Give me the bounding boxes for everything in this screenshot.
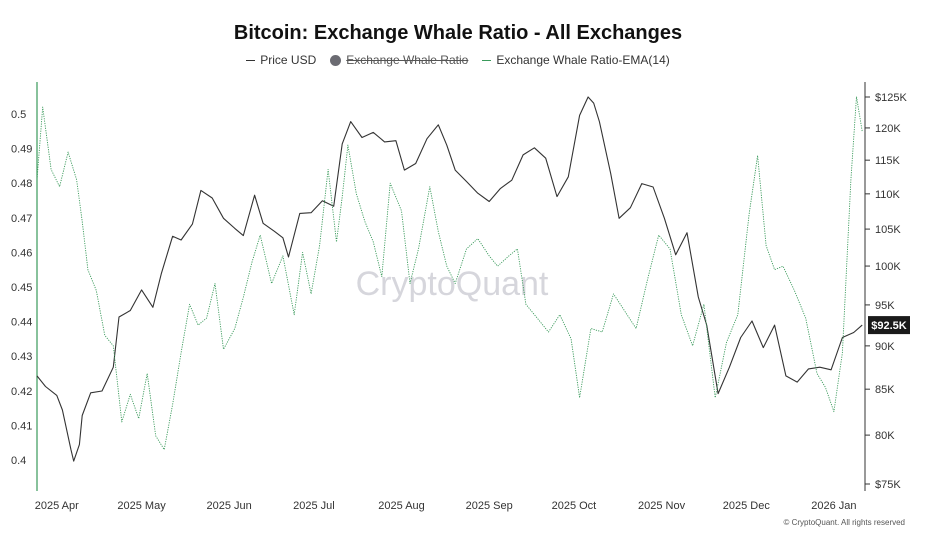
legend-dot-icon <box>330 54 342 66</box>
x-tick-label: 2025 Apr <box>35 500 79 512</box>
legend-label-price: Price USD <box>260 53 317 67</box>
y-left-tick-label: 0.4 <box>11 455 26 467</box>
y-left-tick-label: 0.5 <box>11 109 26 121</box>
legend-line-icon <box>482 59 492 61</box>
y-right-tick-label: 105K <box>875 224 901 236</box>
x-tick-label: 2026 Jan <box>811 500 856 512</box>
price-usd-line <box>36 96 863 462</box>
y-right-tick-label: 90K <box>875 341 895 353</box>
y-left-tick-label: 0.46 <box>11 247 32 259</box>
whale-ratio-ema-line <box>36 96 863 451</box>
current-price-tag: $92.5K <box>868 316 910 335</box>
y-left-tick-label: 0.42 <box>11 386 32 398</box>
y-left-tick-label: 0.43 <box>11 351 32 363</box>
y-right-tick-label: $125K <box>875 92 907 104</box>
x-tick-label: 2025 Oct <box>552 500 597 512</box>
chart-legend: Price USD Exchange Whale Ratio Exchange … <box>0 53 916 67</box>
y-right-tick-label: 115K <box>875 155 901 167</box>
y-right-tick-label: 85K <box>875 384 895 396</box>
y-right-tick-label: 95K <box>875 300 895 312</box>
y-left-tick-label: 0.41 <box>11 420 32 432</box>
y-left-tick-label: 0.48 <box>11 178 32 190</box>
legend-item-whale-ratio-ema[interactable]: Exchange Whale Ratio-EMA(14) <box>482 53 670 67</box>
current-price-label: $92.5K <box>871 320 907 332</box>
x-tick-label: 2025 Dec <box>723 500 771 512</box>
y-right-tick-label: $75K <box>875 479 901 491</box>
y-right-tick-label: 100K <box>875 261 901 273</box>
chart-title: Bitcoin: Exchange Whale Ratio - All Exch… <box>233 22 683 44</box>
y-left-tick-label: 0.49 <box>11 144 32 156</box>
legend-item-whale-ratio[interactable]: Exchange Whale Ratio <box>330 53 468 67</box>
x-tick-label: 2025 May <box>117 500 166 512</box>
y-left-tick-label: 0.44 <box>11 317 32 329</box>
x-tick-label: 2025 Nov <box>638 500 686 512</box>
x-tick-label: 2025 Jun <box>207 500 252 512</box>
x-tick-label: 2025 Aug <box>378 500 425 512</box>
legend-label-whale-ratio-ema: Exchange Whale Ratio-EMA(14) <box>496 53 670 67</box>
y-right-tick-label: 80K <box>875 430 895 442</box>
y-right-tick-label: 110K <box>875 189 901 201</box>
legend-line-icon <box>246 59 256 61</box>
legend-label-whale-ratio: Exchange Whale Ratio <box>346 53 469 67</box>
watermark: CryptoQuant <box>356 265 549 303</box>
y-left-tick-label: 0.47 <box>11 213 32 225</box>
y-left-tick-label: 0.45 <box>11 282 32 294</box>
x-tick-label: 2025 Sep <box>466 500 513 512</box>
x-tick-label: 2025 Jul <box>293 500 335 512</box>
copyright-notice: © CryptoQuant. All rights reserved <box>783 518 906 527</box>
legend-item-price[interactable]: Price USD <box>246 53 316 67</box>
y-right-tick-label: 120K <box>875 123 901 135</box>
